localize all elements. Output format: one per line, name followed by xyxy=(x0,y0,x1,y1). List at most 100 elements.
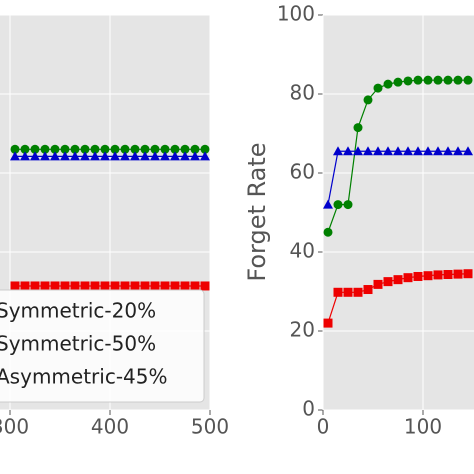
point xyxy=(423,146,433,156)
point xyxy=(190,151,200,161)
point xyxy=(343,287,353,297)
point xyxy=(80,281,90,291)
y-tick-label: 0 xyxy=(302,397,315,421)
point xyxy=(180,281,190,291)
point xyxy=(423,75,433,85)
plot-area xyxy=(323,15,474,410)
x-tick-label: 400 xyxy=(91,415,129,439)
point xyxy=(60,281,70,291)
point xyxy=(20,144,30,154)
point xyxy=(150,144,160,154)
point xyxy=(433,146,443,156)
point xyxy=(30,151,40,161)
point xyxy=(10,144,20,154)
point xyxy=(333,200,343,210)
point xyxy=(170,151,180,161)
point xyxy=(413,271,423,281)
point xyxy=(10,281,20,291)
point xyxy=(443,270,453,280)
point xyxy=(100,281,110,291)
point xyxy=(40,151,50,161)
point xyxy=(120,151,130,161)
point xyxy=(170,144,180,154)
point xyxy=(140,281,150,291)
point xyxy=(323,318,333,328)
point xyxy=(20,151,30,161)
y-axis-label: Forget Rate xyxy=(243,142,271,281)
point xyxy=(363,95,373,105)
point xyxy=(323,199,333,209)
point xyxy=(90,144,100,154)
point xyxy=(393,146,403,156)
point xyxy=(140,144,150,154)
point xyxy=(40,144,50,154)
point xyxy=(180,151,190,161)
point xyxy=(130,151,140,161)
point xyxy=(70,144,80,154)
legend-label: Asymmetric-45% xyxy=(0,365,168,389)
point xyxy=(80,151,90,161)
point xyxy=(120,144,130,154)
point xyxy=(383,79,393,89)
point xyxy=(383,277,393,287)
point xyxy=(413,75,423,85)
point xyxy=(403,76,413,86)
point xyxy=(50,144,60,154)
legend-label: Symmetric-50% xyxy=(0,332,156,356)
point xyxy=(70,281,80,291)
point xyxy=(343,146,353,156)
point xyxy=(50,281,60,291)
point xyxy=(363,146,373,156)
point xyxy=(403,146,413,156)
point xyxy=(443,146,453,156)
point xyxy=(90,151,100,161)
subplot: 0 20 40 60 80 100 0 100 Forget Rate xyxy=(243,2,474,439)
y-tick-label: 40 xyxy=(290,239,315,263)
point xyxy=(90,281,100,291)
y-tick-label: 100 xyxy=(277,2,315,26)
point xyxy=(200,151,210,161)
point xyxy=(140,151,150,161)
x-tick-label: 500 xyxy=(191,415,229,439)
point xyxy=(413,146,423,156)
point xyxy=(60,144,70,154)
point xyxy=(353,146,363,156)
x-tick-label: 300 xyxy=(0,415,29,439)
point xyxy=(363,285,373,295)
point xyxy=(333,287,343,297)
point xyxy=(110,281,120,291)
point xyxy=(433,75,443,85)
x-tick-label: 100 xyxy=(404,415,442,439)
legend-box xyxy=(0,289,205,403)
point xyxy=(353,287,363,297)
point xyxy=(423,271,433,281)
point xyxy=(160,151,170,161)
point xyxy=(130,281,140,291)
point xyxy=(100,144,110,154)
point xyxy=(393,275,403,285)
point xyxy=(110,144,120,154)
point xyxy=(30,281,40,291)
point xyxy=(70,151,80,161)
point xyxy=(30,144,40,154)
point xyxy=(443,75,453,85)
point xyxy=(453,75,463,85)
point xyxy=(373,279,383,289)
point xyxy=(150,281,160,291)
point xyxy=(463,146,473,156)
point xyxy=(40,281,50,291)
point xyxy=(120,281,130,291)
point xyxy=(373,146,383,156)
point xyxy=(190,281,200,291)
point xyxy=(150,151,160,161)
legend-label: Symmetric-20% xyxy=(0,299,156,323)
point xyxy=(383,146,393,156)
point xyxy=(180,144,190,154)
y-tick-label: 60 xyxy=(290,160,315,184)
point xyxy=(453,146,463,156)
point xyxy=(100,151,110,161)
point xyxy=(80,144,90,154)
point xyxy=(190,144,200,154)
point xyxy=(433,270,443,280)
